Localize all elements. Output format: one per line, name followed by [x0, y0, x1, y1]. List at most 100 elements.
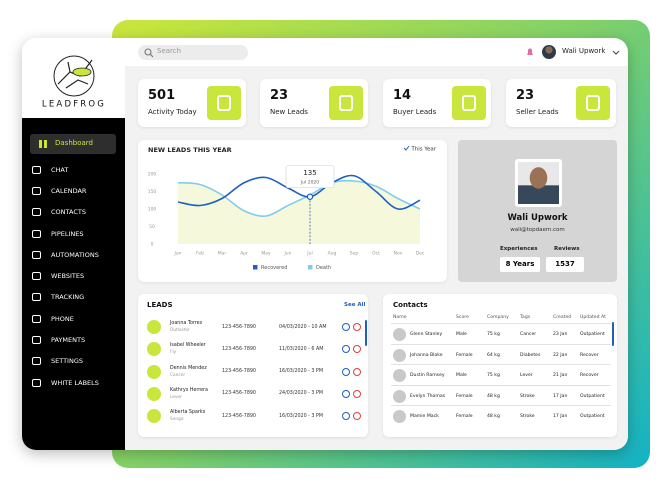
nav-icon [32, 166, 41, 174]
search-box[interactable]: Search [138, 45, 248, 60]
nav-label[interactable]: WHITE LABELS [51, 378, 99, 387]
row-divider [391, 323, 611, 324]
approve-button[interactable] [342, 412, 350, 421]
table-cell: Outpatient [580, 332, 605, 337]
contact-name: Mamie Mack [410, 414, 439, 419]
reject-button[interactable] [353, 412, 361, 421]
line-series [177, 179, 421, 217]
lead-name: Alberta Sparks [170, 410, 206, 416]
nav-active[interactable]: Dashboard [30, 134, 116, 154]
reject-button[interactable] [353, 389, 361, 398]
stat-icon [576, 86, 610, 120]
user-avatar[interactable] [542, 45, 556, 59]
stat-icon-glyph [339, 95, 353, 111]
contacts-title: Contacts [393, 301, 428, 309]
nav-icon [32, 357, 41, 366]
lead-name: Kathrys Herrera [170, 387, 208, 393]
x-tick-label: Feb [196, 251, 204, 257]
table-cell: 64 kg [487, 352, 500, 358]
approve-button[interactable] [342, 345, 350, 354]
stat-icon [452, 86, 486, 120]
user-name[interactable]: Wali Upwork [562, 47, 606, 55]
lead-tag: Senga [170, 417, 184, 423]
x-tick-label: Dec [416, 251, 425, 257]
nav-label[interactable]: CALENDAR [51, 187, 87, 196]
reject-button[interactable] [353, 345, 361, 354]
nav-label[interactable]: CHAT [51, 166, 69, 174]
table-cell: 75 kg [487, 373, 500, 378]
nav-icon [32, 336, 41, 345]
x-tick-label: Sep [350, 251, 359, 257]
area [178, 180, 420, 244]
lead-phone: 123-456-7890 [222, 413, 256, 419]
contact-avatar [393, 348, 406, 362]
row-divider [391, 343, 611, 345]
contact-name: Glenn Stanley [410, 332, 443, 337]
x-tick-label: Apr [240, 251, 248, 257]
lead-phone: 123-456-7890 [222, 324, 256, 330]
nav-label[interactable]: TRACKING [51, 293, 85, 302]
table-cell: Stroke [520, 393, 535, 399]
stat-icon-glyph [217, 95, 231, 111]
table-cell: Diabetes [520, 352, 541, 358]
lead-tag: Lever [170, 394, 182, 400]
lead-tag: Outlaster [170, 328, 190, 333]
logo-frog-body [72, 67, 92, 77]
stat-card: 501 Activity Today [138, 79, 246, 127]
approve-button[interactable] [342, 367, 350, 376]
brand-name: LEADFROG [42, 100, 106, 110]
nav-icon [32, 293, 41, 302]
x-tick-label: Mar [218, 251, 227, 257]
lead-tag: Fly [170, 350, 177, 356]
stat-label: Activity Today [148, 108, 197, 116]
chart-filter[interactable]: This Year [410, 147, 436, 153]
column-header: Created [553, 315, 572, 320]
see-all-link[interactable]: See All [344, 302, 366, 308]
table-cell: Male [456, 373, 467, 378]
nav-label[interactable]: CONTACTS [51, 208, 86, 217]
stat-value: 23 [516, 88, 535, 103]
contact-name: Evelyn Thomas [410, 393, 446, 399]
table-cell: 23 Jan [553, 332, 568, 337]
scrollbar [365, 320, 367, 346]
reject-button[interactable] [353, 323, 361, 331]
lead-avatar [147, 364, 161, 379]
lead-date: 24/03/2020 - 3 PM [279, 391, 324, 397]
nav-label[interactable]: PAYMENTS [51, 336, 86, 345]
nav-label[interactable]: PIPELINES [51, 229, 84, 238]
contact-avatar [393, 410, 406, 423]
nav-icon [32, 208, 41, 217]
scrollbar [612, 322, 614, 346]
stat-value: 501 [148, 88, 176, 103]
nav-label[interactable]: SETTINGS [51, 357, 84, 366]
x-tick-label: Jul [306, 251, 312, 257]
lead-date: 16/03/2020 - 3 PM [279, 369, 324, 375]
approve-button[interactable] [342, 389, 350, 398]
stat-card: 14 Buyer Leads [383, 79, 491, 127]
nav-label[interactable]: PHONE [51, 315, 74, 323]
lead-name: Isabel Wheeler [170, 343, 206, 349]
profile-photo-image [518, 162, 559, 204]
contact-avatar [393, 389, 406, 403]
nav-label: Dashboard [55, 139, 93, 147]
lead-avatar [147, 409, 161, 424]
nav-icon [32, 229, 41, 238]
y-tick-label: 0 [151, 242, 154, 248]
table-cell: Lever [520, 373, 533, 378]
nav-label[interactable]: AUTOMATIONS [51, 250, 99, 259]
table-cell: Cancer [520, 332, 537, 337]
y-tick-label: 50 [149, 224, 155, 230]
table-cell: Female [456, 393, 473, 399]
user-menu-chevron[interactable] [612, 50, 620, 56]
reject-button[interactable] [353, 367, 361, 376]
approve-button[interactable] [342, 323, 350, 331]
bell-icon[interactable] [525, 47, 535, 57]
lead-phone: 123-456-7890 [222, 346, 256, 352]
lead-date: 04/03/2020 - 10 AM [279, 324, 327, 330]
line-chart: NEW LEADS THIS YEAR This Year 0 50 100 150 2… [148, 145, 437, 271]
lead-date: 11/03/2020 - 6 AM [279, 346, 324, 352]
x-tick-label: Jan [174, 251, 182, 257]
table-cell: 17 Jan [553, 414, 568, 419]
lead-avatar [147, 386, 161, 401]
nav-label[interactable]: WEBSITES [51, 272, 85, 280]
